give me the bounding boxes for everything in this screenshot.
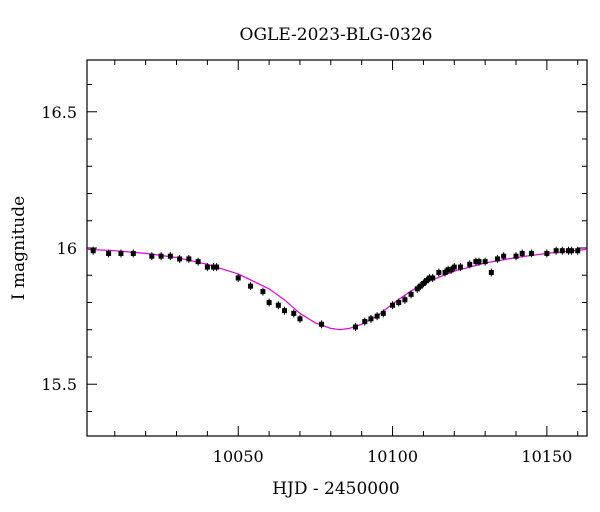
x-axis-label: HJD - 2450000	[272, 479, 400, 499]
data-point	[430, 275, 436, 281]
data-point	[445, 267, 451, 273]
data-point	[282, 308, 288, 314]
data-point	[424, 278, 430, 284]
y-tick-label: 16	[57, 239, 77, 258]
data-point	[297, 316, 303, 322]
data-point	[158, 253, 164, 259]
data-point	[396, 299, 402, 305]
data-point	[149, 253, 155, 259]
data-point	[260, 289, 266, 295]
data-point	[195, 259, 201, 265]
data-point	[408, 291, 414, 297]
data-point	[559, 248, 565, 254]
data-point	[214, 264, 220, 270]
data-point	[266, 299, 272, 305]
data-point	[569, 248, 575, 254]
data-point	[427, 275, 433, 281]
data-point	[130, 250, 136, 256]
data-point	[248, 283, 254, 289]
data-point	[235, 275, 241, 281]
data-point	[457, 264, 463, 270]
data-point	[374, 313, 380, 319]
data-point	[362, 319, 368, 325]
data-point	[275, 302, 281, 308]
y-axis-label: I magnitude	[9, 196, 29, 300]
data-point	[448, 267, 454, 273]
data-point	[380, 310, 386, 316]
data-point	[417, 283, 423, 289]
data-point	[451, 264, 457, 270]
data-points	[90, 246, 581, 332]
axis-ticks	[87, 60, 587, 436]
data-point	[519, 250, 525, 256]
model-curve	[86, 248, 588, 331]
y-tick-label: 15.5	[41, 375, 77, 394]
data-point	[319, 321, 325, 327]
data-point	[467, 261, 473, 267]
data-point	[414, 286, 420, 292]
x-tick-label: 10050	[213, 447, 264, 466]
data-point	[368, 316, 374, 322]
data-point	[390, 302, 396, 308]
data-point	[436, 270, 442, 276]
chart-title: OGLE-2023-BLG-0326	[240, 25, 433, 45]
data-point	[291, 310, 297, 316]
x-tick-label: 10150	[521, 447, 572, 466]
data-point	[476, 259, 482, 265]
tick-labels: 10050 10100 10150 15.5 16 16.5	[41, 103, 572, 466]
data-point	[204, 264, 210, 270]
data-point	[186, 256, 192, 262]
data-point	[565, 248, 571, 254]
plot-frame	[86, 59, 588, 437]
data-point	[544, 250, 550, 256]
data-point	[442, 270, 448, 276]
data-point	[402, 297, 408, 303]
data-point	[118, 250, 124, 256]
data-point	[575, 248, 581, 254]
data-point	[494, 256, 500, 262]
data-point	[528, 250, 534, 256]
data-point	[482, 259, 488, 265]
data-point	[473, 259, 479, 265]
data-point	[90, 248, 96, 254]
y-tick-label: 16.5	[41, 103, 77, 122]
data-point	[167, 253, 173, 259]
data-point	[553, 248, 559, 254]
data-point	[513, 253, 519, 259]
data-point	[106, 250, 112, 256]
data-point	[488, 270, 494, 276]
data-point	[353, 324, 359, 330]
data-point	[211, 264, 217, 270]
data-point	[420, 280, 426, 286]
data-point	[501, 253, 507, 259]
x-tick-label: 10100	[367, 447, 418, 466]
data-point	[177, 256, 183, 262]
